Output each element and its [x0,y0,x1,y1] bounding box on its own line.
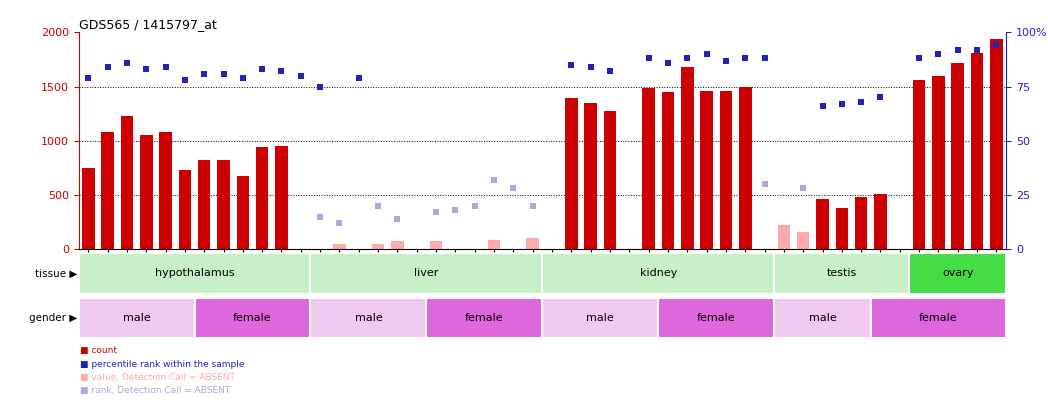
Text: kidney: kidney [639,269,677,278]
Bar [310,298,427,338]
Bar [874,194,887,249]
Text: GDS565 / 1415797_at: GDS565 / 1415797_at [79,18,217,31]
Bar [835,208,848,249]
Bar [198,160,211,249]
Bar [310,253,542,294]
Bar [778,225,790,249]
Bar [774,298,871,338]
Text: ■ rank, Detection Call = ABSENT: ■ rank, Detection Call = ABSENT [80,386,230,395]
Bar [604,111,616,249]
Text: ■ count: ■ count [80,346,116,355]
Bar [217,160,230,249]
Bar [195,298,310,338]
Bar [427,298,542,338]
Bar [276,146,288,249]
Bar [178,170,191,249]
Bar [720,91,733,249]
Bar [140,135,153,249]
Bar [102,132,114,249]
Bar [372,244,385,249]
Bar [585,103,597,249]
Text: tissue ▶: tissue ▶ [36,269,78,278]
Text: male: male [123,313,151,323]
Bar [932,76,944,249]
Text: ovary: ovary [942,269,974,278]
Text: liver: liver [414,269,439,278]
Bar [952,63,964,249]
Bar [542,253,774,294]
Bar [430,241,442,249]
Bar [642,87,655,249]
Bar [913,80,925,249]
Bar [542,298,658,338]
Bar [774,253,910,294]
Bar [79,253,310,294]
Bar [256,147,268,249]
Bar [990,39,1003,249]
Text: ■ percentile rank within the sample: ■ percentile rank within the sample [80,360,244,369]
Text: ■ value, Detection Call = ABSENT: ■ value, Detection Call = ABSENT [80,373,235,382]
Bar [910,253,1006,294]
Text: hypothalamus: hypothalamus [155,269,235,278]
Text: female: female [919,313,958,323]
Bar [816,199,829,249]
Text: female: female [465,313,504,323]
Text: female: female [234,313,271,323]
Bar [855,197,868,249]
Text: male: male [587,313,614,323]
Bar [159,132,172,249]
Bar [565,98,577,249]
Text: male: male [354,313,383,323]
Bar [658,298,774,338]
Bar [661,92,674,249]
Text: gender ▶: gender ▶ [29,313,78,323]
Bar [526,238,539,249]
Bar [796,232,809,249]
Bar [391,241,403,249]
Bar [121,116,133,249]
Bar [871,298,1006,338]
Bar [82,168,94,249]
Bar [700,91,713,249]
Bar [970,53,983,249]
Bar [739,87,751,249]
Bar [487,241,500,249]
Text: male: male [809,313,836,323]
Bar [237,177,249,249]
Bar [681,67,694,249]
Bar [333,244,346,249]
Text: female: female [697,313,736,323]
Text: testis: testis [827,269,857,278]
Bar [79,298,195,338]
